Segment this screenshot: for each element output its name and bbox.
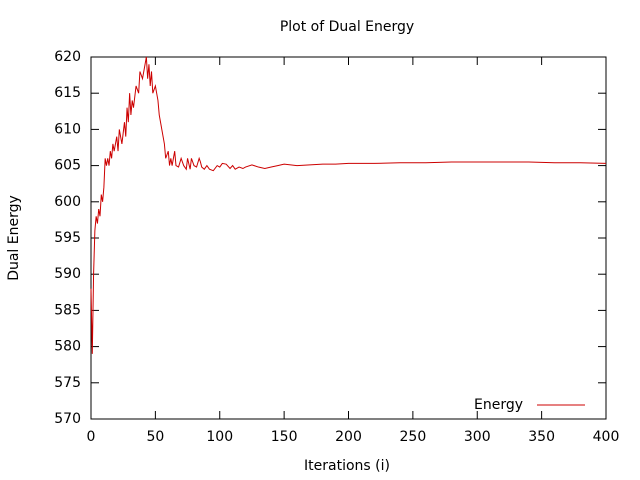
y-axis-label: Dual Energy (6, 195, 22, 281)
y-tick-label: 580 (54, 339, 81, 355)
x-tick-label: 0 (87, 429, 96, 445)
y-tick-label: 585 (54, 302, 81, 318)
x-tick-label: 400 (593, 429, 620, 445)
x-tick-label: 100 (206, 429, 233, 445)
y-tick-label: 590 (54, 266, 81, 282)
y-tick-label: 600 (54, 194, 81, 210)
y-tick-label: 615 (54, 85, 81, 101)
x-tick-label: 50 (146, 429, 164, 445)
y-tick-label: 610 (54, 121, 81, 137)
plot-frame (90, 56, 607, 420)
y-tick-label: 570 (54, 411, 81, 427)
x-tick-label: 200 (335, 429, 362, 445)
x-tick-label: 250 (400, 429, 427, 445)
x-tick-label: 350 (528, 429, 555, 445)
y-tick-label: 575 (54, 375, 81, 391)
chart-title: Plot of Dual Energy (280, 19, 414, 35)
y-tick-label: 595 (54, 230, 81, 246)
y-tick-label: 605 (54, 158, 81, 174)
x-axis-label: Iterations (i) (304, 458, 390, 474)
data-line (90, 56, 607, 354)
y-tick-label: 620 (54, 49, 81, 65)
legend-label: Energy (474, 397, 523, 413)
x-tick-label: 150 (271, 429, 298, 445)
x-tick-label: 300 (464, 429, 491, 445)
